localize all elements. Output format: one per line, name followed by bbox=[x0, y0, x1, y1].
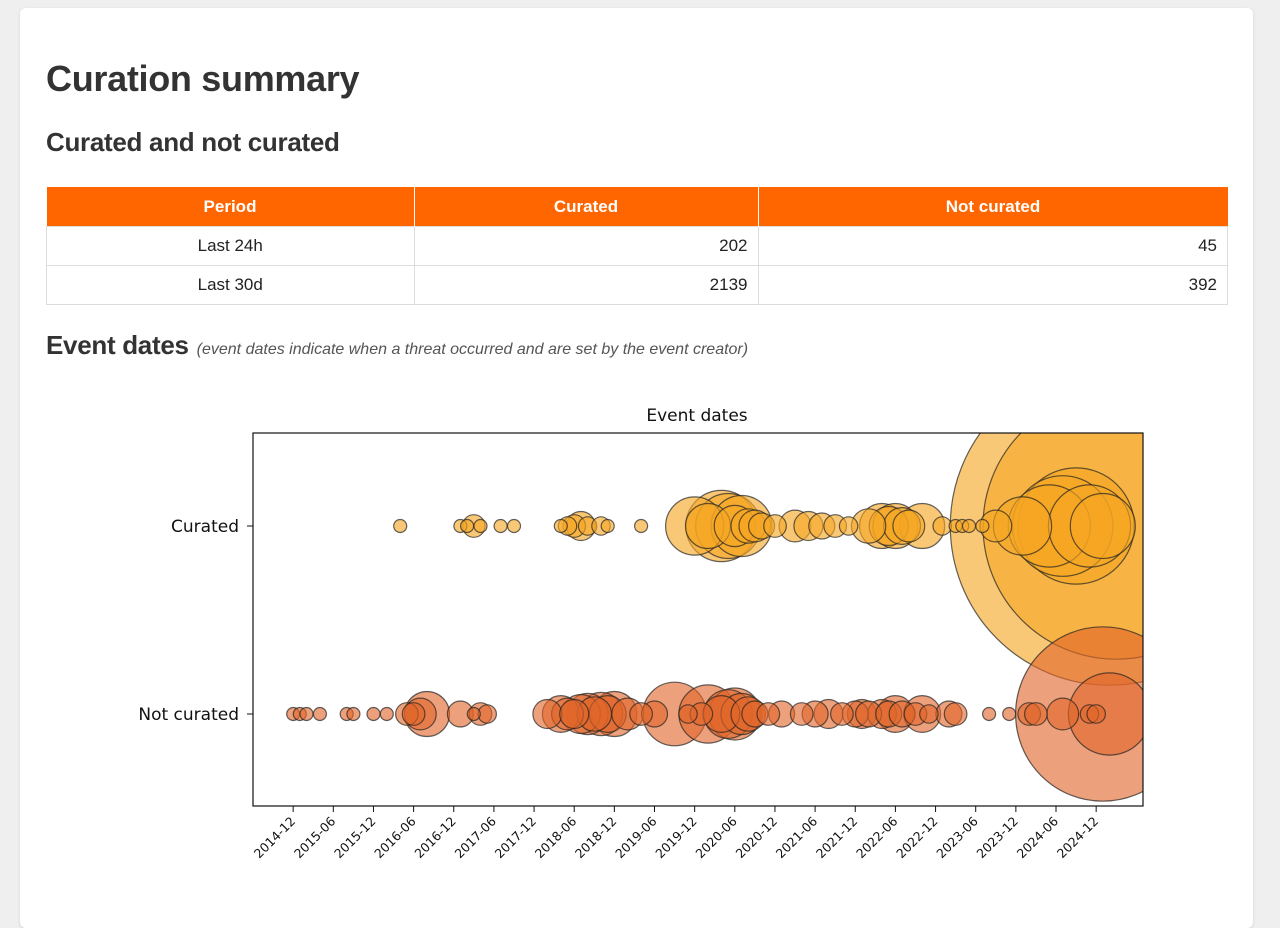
data-point bbox=[379, 706, 394, 722]
data-point bbox=[981, 706, 997, 722]
chart-title: Event dates bbox=[646, 406, 747, 426]
y-tick-label: Curated bbox=[171, 517, 239, 537]
x-tick-label: 2023-06 bbox=[933, 813, 981, 861]
data-point bbox=[961, 518, 977, 534]
data-point bbox=[789, 702, 814, 726]
data-point bbox=[366, 706, 381, 722]
header-not-curated: Not curated bbox=[758, 187, 1228, 227]
x-tick-label: 2020-06 bbox=[692, 813, 740, 861]
y-axis: Curated Not curated bbox=[138, 517, 253, 725]
x-tick-label: 2021-06 bbox=[773, 813, 821, 861]
data-point bbox=[975, 518, 990, 534]
x-tick-label: 2017-06 bbox=[451, 813, 499, 861]
chart-marks bbox=[286, 433, 1143, 802]
x-tick-label: 2015-06 bbox=[291, 813, 339, 861]
x-tick-label: 2018-12 bbox=[572, 814, 620, 862]
data-point bbox=[763, 514, 787, 538]
x-tick-label: 2016-06 bbox=[371, 813, 419, 861]
series-not-curated bbox=[286, 626, 1143, 802]
header-curated: Curated bbox=[414, 187, 759, 227]
data-point bbox=[678, 704, 698, 724]
data-point bbox=[346, 706, 361, 722]
data-point bbox=[460, 518, 475, 534]
data-point bbox=[493, 518, 508, 534]
x-tick-label: 2019-06 bbox=[612, 813, 660, 861]
x-axis: 2014-122015-062015-122016-062016-122017-… bbox=[251, 806, 1102, 862]
data-point bbox=[1086, 704, 1106, 724]
data-point bbox=[943, 702, 968, 726]
x-tick-label: 2018-06 bbox=[532, 813, 580, 861]
cell-not-curated: 392 bbox=[757, 265, 1228, 305]
x-tick-label: 2020-12 bbox=[733, 814, 781, 862]
x-tick-label: 2021-12 bbox=[813, 814, 861, 862]
x-tick-label: 2019-12 bbox=[652, 814, 700, 862]
data-point bbox=[473, 518, 488, 534]
data-point bbox=[629, 702, 653, 726]
cell-curated: 2139 bbox=[413, 265, 759, 305]
data-point bbox=[600, 518, 615, 534]
section-title-event-dates-wrap: Event dates (event dates indicate when a… bbox=[46, 330, 748, 361]
section-title-curated: Curated and not curated bbox=[46, 127, 340, 157]
data-point bbox=[838, 516, 859, 536]
data-point bbox=[892, 509, 926, 543]
x-tick-label: 2015-12 bbox=[331, 814, 379, 862]
x-tick-label: 2017-12 bbox=[492, 814, 540, 862]
curation-table: Period Curated Not curated Last 24h 202 … bbox=[46, 187, 1228, 305]
data-point bbox=[1023, 702, 1048, 726]
cell-not-curated: 45 bbox=[757, 226, 1228, 266]
data-point bbox=[559, 698, 590, 730]
data-point bbox=[633, 518, 649, 534]
x-tick-label: 2024-12 bbox=[1054, 814, 1102, 862]
section-title-event-dates: Event dates bbox=[46, 330, 189, 360]
data-point bbox=[830, 702, 854, 726]
data-point bbox=[919, 704, 939, 724]
data-point bbox=[312, 706, 327, 722]
data-point bbox=[1046, 697, 1080, 731]
x-tick-label: 2016-12 bbox=[411, 814, 459, 862]
data-point bbox=[756, 702, 781, 726]
series-curated bbox=[393, 433, 1143, 686]
data-point bbox=[532, 698, 563, 730]
x-tick-label: 2024-06 bbox=[1014, 813, 1062, 861]
data-point bbox=[1002, 706, 1017, 722]
data-point bbox=[401, 702, 426, 726]
table-header-row: Period Curated Not curated bbox=[46, 187, 1228, 227]
cell-period: Last 30d bbox=[46, 265, 415, 305]
x-tick-label: 2022-06 bbox=[853, 813, 901, 861]
x-tick-label: 2023-12 bbox=[973, 814, 1021, 862]
cell-curated: 202 bbox=[413, 226, 759, 266]
table-row: Last 30d 2139 392 bbox=[46, 265, 1228, 305]
data-point bbox=[553, 518, 568, 534]
x-tick-label: 2022-12 bbox=[893, 814, 941, 862]
plot-frame bbox=[252, 432, 1144, 807]
data-point bbox=[466, 706, 481, 722]
section-note: (event dates indicate when a threat occu… bbox=[196, 341, 749, 358]
y-tick-label: Not curated bbox=[138, 705, 239, 725]
data-point bbox=[506, 518, 522, 534]
data-point bbox=[299, 706, 314, 722]
page-title: Curation summary bbox=[46, 58, 360, 99]
header-period: Period bbox=[46, 187, 415, 227]
data-point bbox=[1069, 492, 1136, 560]
x-tick-label: 2014-12 bbox=[251, 814, 299, 862]
data-point bbox=[393, 518, 408, 534]
